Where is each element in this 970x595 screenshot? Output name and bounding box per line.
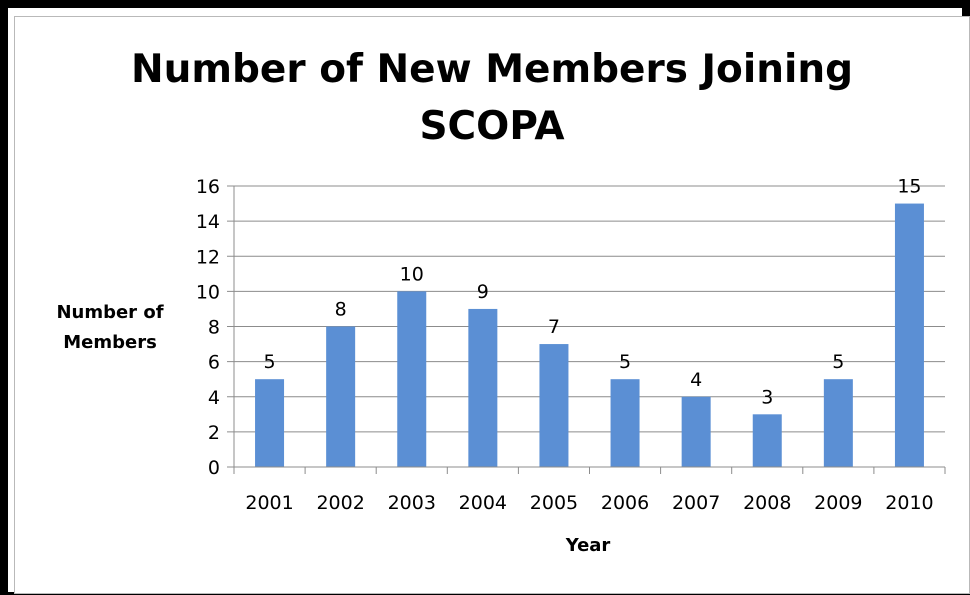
y-tick-label: 12 [196, 246, 220, 268]
x-tick-label: 2001 [245, 492, 293, 514]
chart-title-line-2: SCOPA [419, 104, 564, 149]
data-label: 5 [832, 351, 844, 373]
x-tick-label: 2007 [672, 492, 720, 514]
y-tick-label: 2 [208, 422, 220, 444]
bar [326, 326, 356, 467]
y-tick-label: 4 [208, 387, 220, 409]
y-tick-label: 10 [196, 281, 220, 303]
x-tick-label: 2009 [814, 492, 862, 514]
data-label: 5 [264, 351, 276, 373]
bar [894, 203, 924, 467]
y-axis-title-line-2: Members [63, 332, 157, 353]
x-axis-title: Year [565, 535, 611, 556]
x-tick-label: 2010 [885, 492, 933, 514]
chart-area-border [14, 16, 970, 594]
bar [397, 291, 427, 467]
y-axis-title-line-1: Number of [56, 302, 163, 323]
data-label: 3 [761, 386, 773, 408]
data-label: 9 [477, 281, 489, 303]
bar [539, 344, 569, 467]
y-tick-label: 16 [196, 176, 220, 198]
x-tick-label: 2005 [530, 492, 578, 514]
bars [255, 203, 924, 467]
y-tick-label: 6 [208, 352, 220, 374]
data-label: 8 [335, 299, 347, 321]
x-tick-label: 2002 [316, 492, 364, 514]
bar [752, 414, 782, 467]
chart-title-line-1: Number of New Members Joining [131, 47, 853, 92]
bar [681, 396, 711, 467]
x-tick-label: 2006 [601, 492, 649, 514]
x-tick-label: 2008 [743, 492, 791, 514]
data-label: 10 [400, 263, 424, 285]
bar [468, 308, 498, 467]
axes [227, 185, 946, 474]
data-label: 7 [548, 316, 560, 338]
x-tick-label: 2003 [388, 492, 436, 514]
bar [823, 379, 853, 467]
y-tick-label: 8 [208, 317, 220, 339]
y-tick-label: 0 [208, 457, 220, 479]
data-label: 15 [897, 176, 921, 198]
x-tick-label: 2004 [459, 492, 507, 514]
bar [255, 379, 285, 467]
bar [610, 379, 640, 467]
data-label: 5 [619, 351, 631, 373]
labels: 0 2 4 6 8 10 12 14 16 5 2001 8 2002 10 2003 9 2004 7 2005 5… [196, 176, 934, 514]
data-label: 4 [690, 369, 702, 391]
y-tick-label: 14 [196, 211, 220, 233]
